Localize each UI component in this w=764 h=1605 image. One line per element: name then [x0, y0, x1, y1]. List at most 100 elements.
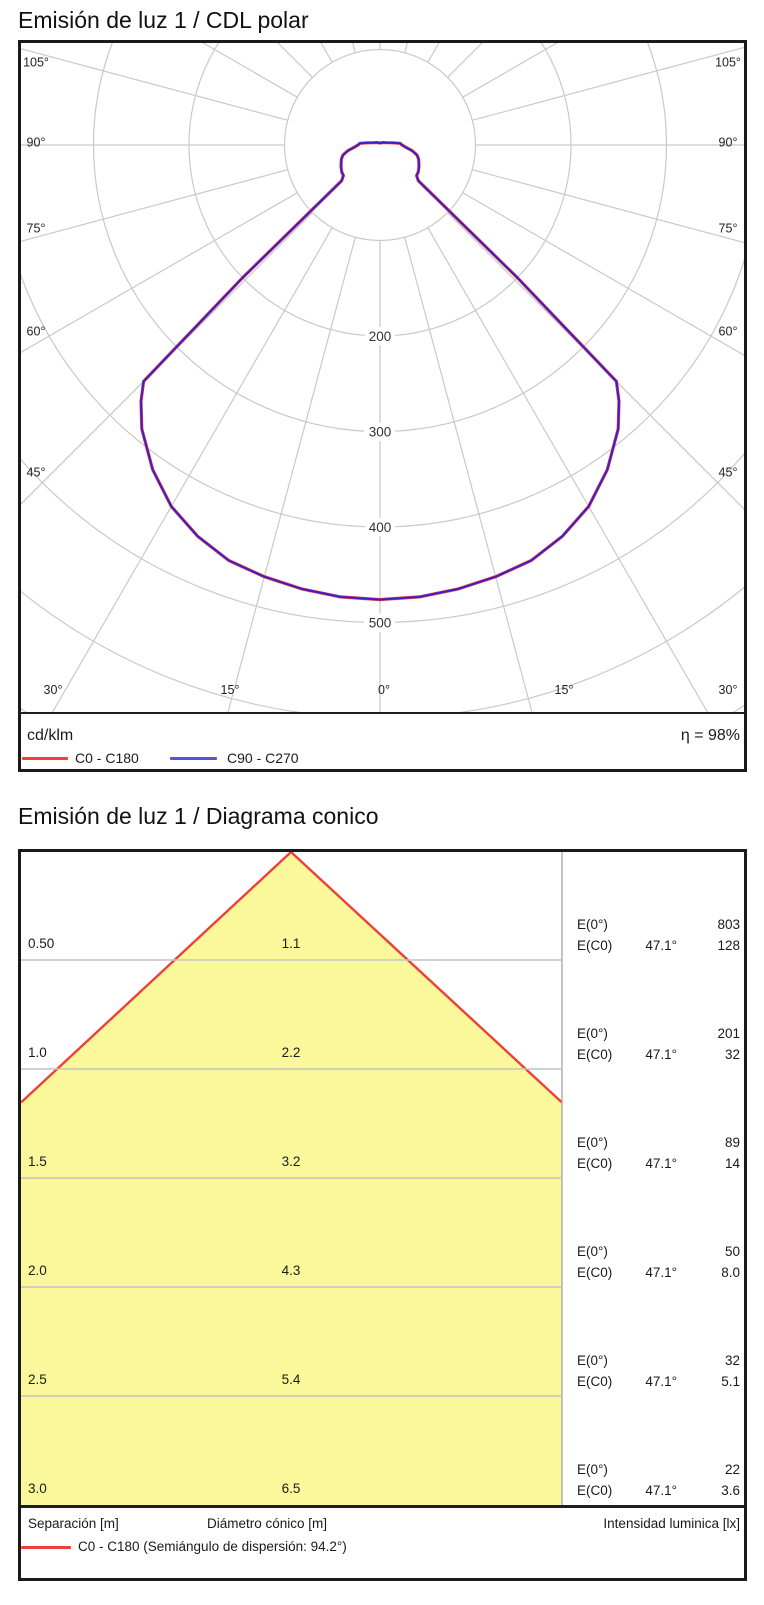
polar-grid-ray: [447, 212, 744, 510]
polar-grid-ray: [21, 192, 298, 353]
e0-label: E(0°): [577, 917, 608, 932]
polar-grid-ring: [283, 48, 477, 242]
polar-ring-value-label: 400: [369, 520, 392, 535]
polar-grid-ray: [404, 237, 533, 712]
e0-label: E(0°): [577, 1026, 608, 1041]
polar-grid-ray: [462, 192, 744, 356]
ec0-label: E(C0): [577, 1483, 612, 1498]
cone-edge-left: [21, 852, 292, 1104]
cone-diameter-value: 4.3: [282, 1263, 301, 1278]
c0-c180-label: C0 - C180: [75, 750, 139, 766]
polar-angle-label-bottom: 30°: [44, 683, 63, 697]
polar-angle-label-right: 45°: [719, 466, 738, 480]
light-output-ratio: η = 98%: [680, 727, 740, 744]
cone-diameter-value: 2.2: [282, 1045, 301, 1060]
cone-diameter-value: 3.2: [282, 1154, 301, 1169]
polar-angle-label-right: 75°: [719, 222, 738, 236]
ec0-label: E(C0): [577, 1047, 612, 1062]
cone-footer: Separación [m] Diámetro cónico [m] Inten…: [21, 1505, 744, 1575]
e0-value: 201: [717, 1026, 740, 1041]
cone-diameter-value: 5.4: [282, 1372, 301, 1387]
polar-angle-label-left: 60°: [27, 325, 46, 339]
polar-grid-ray: [472, 46, 744, 121]
separation-value: 1.5: [28, 1154, 47, 1169]
polar-angle-label-bottom: 15°: [221, 683, 240, 697]
e0-label: E(0°): [577, 1353, 608, 1368]
polar-grid-ray: [427, 43, 440, 63]
ec0-value: 128: [717, 938, 740, 953]
polar-diagram: 105° 105° 90° 90° 75° 75° 60° 60° 45° 45° 30° 15° 0°…: [21, 43, 744, 712]
ec0-label: E(C0): [577, 1156, 612, 1171]
e0-value: 22: [725, 1462, 740, 1477]
e0-value: 32: [725, 1353, 740, 1368]
polar-angle-label-left: 45°: [27, 466, 46, 480]
separation-value: 0.50: [28, 936, 54, 951]
cone-legend-label: C0 - C180 (Semiángulo de dispersión: 94.…: [78, 1539, 347, 1554]
cone-diameter-value: 1.1: [282, 936, 301, 951]
separation-value: 1.0: [28, 1045, 47, 1060]
beam-angle-value: 47.1°: [645, 1374, 677, 1389]
ec0-value: 3.6: [721, 1483, 740, 1498]
beam-angle-value: 47.1°: [645, 1265, 677, 1280]
separation-column-label: Separación [m]: [28, 1516, 119, 1531]
polar-curve-c90-c270: [140, 141, 620, 601]
beam-angle-value: 47.1°: [645, 1483, 677, 1498]
polar-grid-ray: [202, 43, 298, 98]
cone-chart-frame: 0.50 1.1 E(0°) 803 E(C0) 47.1° 128 1.0 2.2 E(0°) 2…: [18, 849, 747, 1581]
beam-angle-value: 47.1°: [645, 938, 677, 953]
polar-grid-ray: [21, 212, 313, 505]
polar-grid-ray: [427, 227, 709, 712]
polar-grid-ray: [227, 237, 356, 712]
beam-angle-value: 47.1°: [645, 1047, 677, 1062]
cone-edge-right: [290, 852, 563, 1104]
diameter-column-label: Diámetro cónico [m]: [207, 1516, 328, 1531]
polar-grid-ray: [320, 43, 333, 63]
cone-diagram: 0.50 1.1 E(0°) 803 E(C0) 47.1° 128 1.0 2.2 E(0°) 2…: [21, 852, 741, 1505]
e0-label: E(0°): [577, 1135, 608, 1150]
ec0-label: E(C0): [577, 1265, 612, 1280]
ec0-value: 32: [725, 1047, 740, 1062]
cone-diameter-value: 6.5: [282, 1481, 301, 1496]
polar-grid-ray: [51, 227, 333, 712]
polar-ring-value-label: 500: [369, 616, 392, 631]
c90-c270-swatch: [170, 757, 217, 760]
cone-legend-swatch: [21, 1546, 71, 1549]
polar-grid-ray: [404, 43, 408, 53]
ec0-value: 14: [725, 1156, 741, 1171]
polar-angle-label-bottom: 15°: [555, 683, 574, 697]
e0-value: 89: [725, 1135, 740, 1150]
ec0-label: E(C0): [577, 938, 612, 953]
polar-ring-value-label: 300: [369, 425, 392, 440]
intensity-column-label: Intensidad luminica [lx]: [603, 1516, 740, 1531]
polar-grid-ray: [21, 48, 288, 121]
polar-angle-label-left: 75°: [27, 222, 46, 236]
cone-chart-title: Emisión de luz 1 / Diagrama conico: [18, 803, 379, 829]
ec0-value: 8.0: [721, 1265, 740, 1280]
ec0-value: 5.1: [721, 1374, 740, 1389]
e0-value: 803: [717, 917, 740, 932]
separation-value: 2.5: [28, 1372, 47, 1387]
polar-angle-label-bottom: 0°: [378, 683, 390, 697]
c0-c180-swatch: [22, 757, 68, 760]
polar-angle-label-left: 90°: [27, 136, 46, 150]
polar-angle-label-bottom: 30°: [719, 683, 738, 697]
beam-angle-value: 47.1°: [645, 1156, 677, 1171]
separation-value: 2.0: [28, 1263, 47, 1278]
polar-legend: cd/klm η = 98% C0 - C180 C90 - C270: [21, 712, 744, 769]
polar-grid-ray: [462, 43, 558, 98]
polar-grid-ray: [21, 169, 288, 242]
polar-unit-label: cd/klm: [27, 727, 74, 744]
polar-angle-label-left: 105°: [23, 56, 49, 70]
polar-ring-value-label: 200: [369, 329, 392, 344]
polar-chart-title: Emisión de luz 1 / CDL polar: [18, 7, 309, 33]
polar-grid-ray: [472, 169, 744, 244]
polar-angle-label-right: 105°: [715, 56, 741, 70]
separation-value: 3.0: [28, 1481, 47, 1496]
ec0-label: E(C0): [577, 1374, 612, 1389]
polar-angle-label-right: 60°: [719, 325, 738, 339]
e0-label: E(0°): [577, 1462, 608, 1477]
c90-c270-label: C90 - C270: [227, 750, 299, 766]
e0-label: E(0°): [577, 1244, 608, 1259]
polar-grid-ray: [352, 43, 356, 53]
